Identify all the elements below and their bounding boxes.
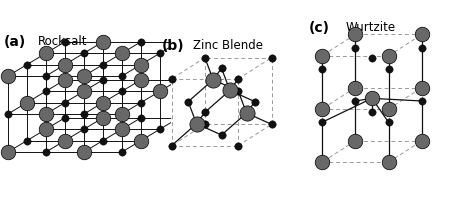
Point xyxy=(80,128,87,131)
Point xyxy=(137,40,144,44)
Point xyxy=(268,56,276,59)
Point xyxy=(99,40,106,44)
Point xyxy=(234,89,242,93)
Point xyxy=(385,107,392,110)
Point xyxy=(42,90,49,93)
Point xyxy=(218,133,225,137)
Point xyxy=(99,101,106,104)
Point xyxy=(137,78,144,82)
Point xyxy=(352,139,359,143)
Point xyxy=(168,77,175,81)
Text: (c): (c) xyxy=(309,21,330,35)
Point xyxy=(99,63,106,66)
Point xyxy=(168,144,175,147)
Point xyxy=(175,40,182,44)
Point xyxy=(218,67,225,70)
Point xyxy=(201,56,209,59)
Point xyxy=(184,100,192,103)
Point xyxy=(4,151,11,154)
Point xyxy=(42,75,49,78)
Point xyxy=(156,128,163,131)
Point xyxy=(118,52,125,55)
Point xyxy=(226,89,234,92)
Point xyxy=(268,123,276,126)
Point xyxy=(318,121,326,124)
Point xyxy=(80,113,87,116)
Point xyxy=(4,113,11,116)
Point xyxy=(318,107,326,110)
Point xyxy=(352,33,359,36)
Point xyxy=(118,113,125,116)
Point xyxy=(80,75,87,78)
Point xyxy=(99,78,106,82)
Point xyxy=(201,123,209,126)
Point xyxy=(61,40,68,44)
Point xyxy=(251,100,259,103)
Point xyxy=(23,63,30,66)
Point xyxy=(175,116,182,120)
Text: Zinc Blende: Zinc Blende xyxy=(193,39,263,52)
Point xyxy=(418,99,426,103)
Point xyxy=(385,68,392,71)
Point xyxy=(352,99,359,103)
Point xyxy=(42,128,49,131)
Point xyxy=(137,139,144,142)
Point xyxy=(352,46,359,49)
Point xyxy=(418,139,426,143)
Point xyxy=(318,54,326,57)
Point xyxy=(243,111,250,115)
Point xyxy=(318,161,326,164)
Point xyxy=(418,33,426,36)
Point xyxy=(234,144,242,147)
Point xyxy=(368,110,376,113)
Point xyxy=(61,139,68,142)
Point xyxy=(368,57,376,60)
Point xyxy=(80,90,87,93)
Point xyxy=(4,75,11,78)
Point xyxy=(23,139,30,142)
Point xyxy=(61,116,68,120)
Point xyxy=(193,122,200,125)
Point xyxy=(137,116,144,120)
Point xyxy=(137,101,144,104)
Point xyxy=(418,86,426,89)
Point xyxy=(61,101,68,104)
Point xyxy=(234,77,242,81)
Point xyxy=(42,113,49,116)
Point xyxy=(23,101,30,104)
Point xyxy=(80,52,87,55)
Point xyxy=(209,78,217,81)
Point xyxy=(118,75,125,78)
Point xyxy=(201,111,209,114)
Point xyxy=(99,139,106,142)
Text: Wurtzite: Wurtzite xyxy=(345,21,396,34)
Point xyxy=(61,63,68,66)
Point xyxy=(352,86,359,89)
Text: (b): (b) xyxy=(162,39,184,53)
Point xyxy=(175,78,182,82)
Point xyxy=(118,151,125,154)
Text: (a): (a) xyxy=(3,35,26,49)
Point xyxy=(418,46,426,49)
Text: Rocksalt: Rocksalt xyxy=(38,35,87,48)
Point xyxy=(385,54,392,57)
Point xyxy=(137,63,144,66)
Point xyxy=(385,161,392,164)
Point xyxy=(80,151,87,154)
Point xyxy=(42,52,49,55)
Point xyxy=(99,116,106,120)
Point xyxy=(368,97,376,100)
Point xyxy=(42,151,49,154)
Point xyxy=(156,52,163,55)
Point xyxy=(118,128,125,131)
Point xyxy=(118,90,125,93)
Point xyxy=(156,90,163,93)
Point xyxy=(318,68,326,71)
Point xyxy=(385,121,392,124)
Point xyxy=(61,78,68,82)
